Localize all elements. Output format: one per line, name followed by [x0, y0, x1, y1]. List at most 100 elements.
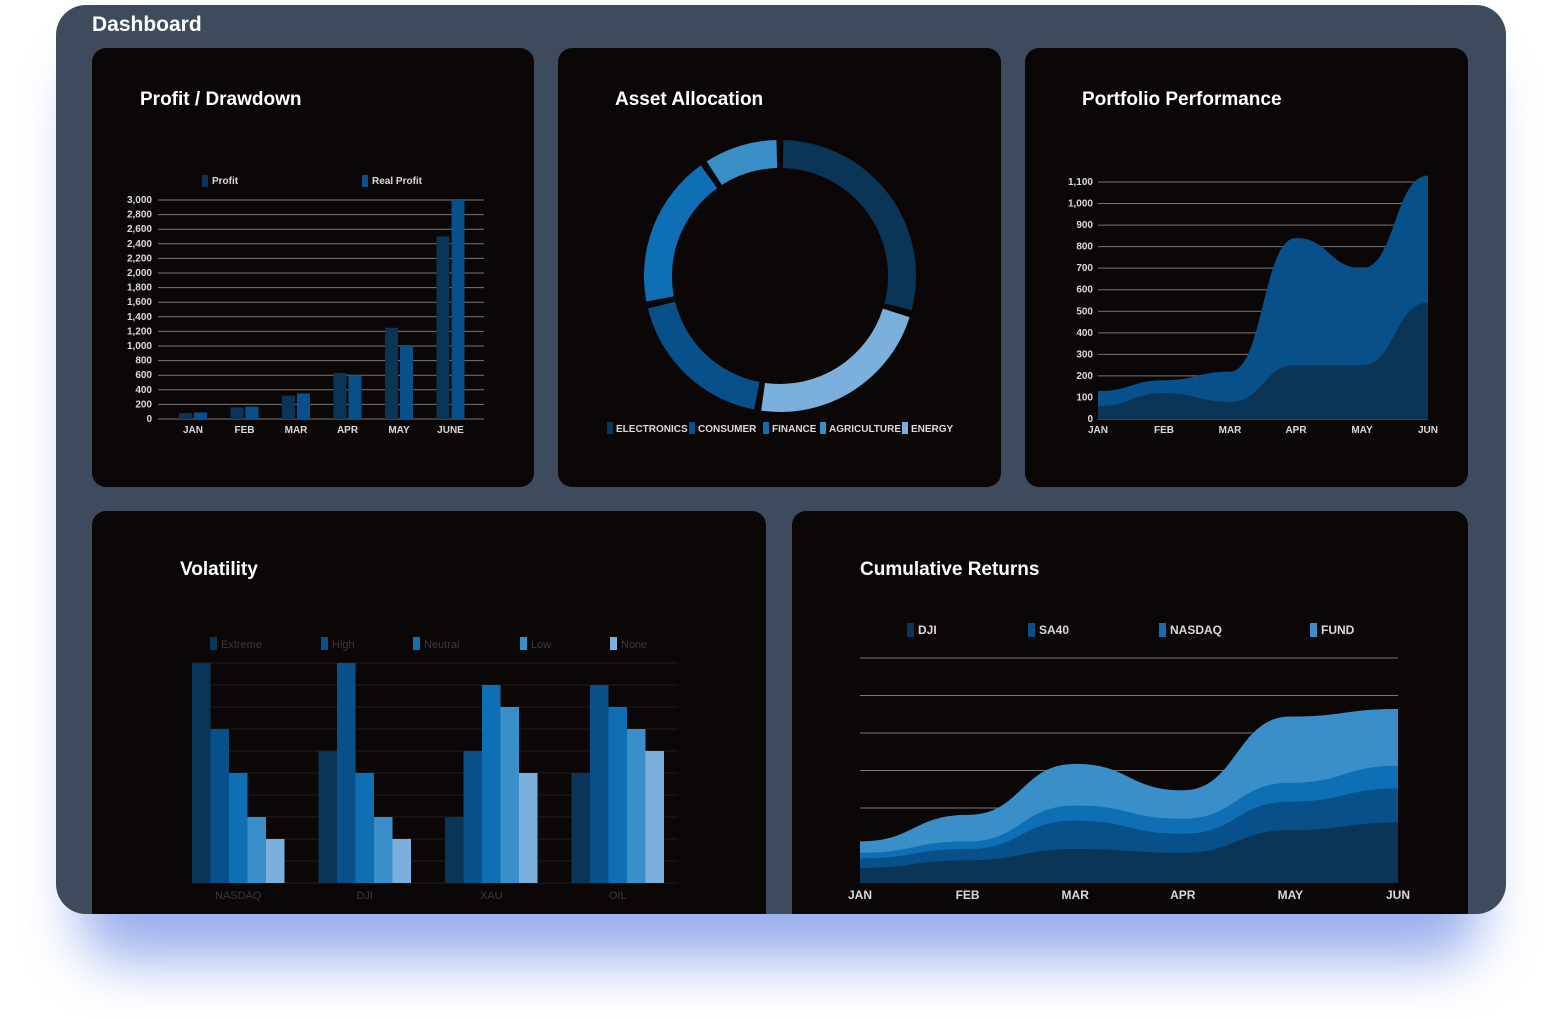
asset-allocation-panel: Asset Allocation ELECTRONICS CONSUMER FINA… [558, 48, 1001, 487]
bar-none [392, 839, 411, 883]
bar-low [247, 817, 266, 883]
donut-slice-finance [647, 301, 760, 410]
bar-none [645, 751, 664, 883]
legend-label: NASDAQ [1170, 623, 1222, 637]
area-series-0 [1098, 175, 1428, 419]
cumulative-returns-panel: Cumulative Returns JAN FEB MAR APR MAY JUN DJI… [792, 511, 1468, 914]
bar-profit [282, 395, 295, 419]
legend-label: Real Profit [372, 176, 423, 187]
bar-neutral [608, 707, 627, 883]
x-tick-label: APR [1285, 425, 1307, 436]
y-tick-label: 1,800 [127, 283, 152, 294]
donut-slice-consumer [761, 308, 910, 412]
y-tick-label: 800 [1076, 242, 1093, 253]
area-series-dji [860, 822, 1398, 883]
legend-swatch [763, 422, 769, 434]
legend-swatch [610, 637, 617, 650]
legend-swatch [321, 637, 328, 650]
x-tick-label: MAY [1351, 425, 1373, 436]
legend-label: FUND [1321, 623, 1355, 637]
y-tick-label: 300 [1076, 349, 1093, 360]
y-tick-label: 1,600 [127, 297, 152, 308]
y-tick-label: 2,800 [127, 210, 152, 221]
bar-high [590, 685, 609, 883]
legend-label: ENERGY [911, 424, 954, 435]
legend-swatch [1310, 623, 1317, 637]
y-tick-label: 0 [146, 414, 152, 425]
x-tick-label: MAY [388, 425, 410, 436]
bar-real-profit [348, 375, 362, 419]
portfolio-performance-panel: Portfolio Performance 0 100 200 300 400 500 60… [1025, 48, 1468, 487]
bar-neutral [482, 685, 501, 883]
y-tick-label: 100 [1076, 392, 1093, 403]
y-tick-label: 1,100 [1068, 177, 1093, 188]
bar-profit [230, 407, 244, 419]
legend-label: DJI [918, 623, 937, 637]
volatility-chart: NASDAQ DJI XAU OIL Extreme High Neutral Low None [192, 637, 678, 902]
y-tick-label: 3,000 [127, 195, 152, 206]
y-tick-label: 700 [1076, 263, 1093, 274]
bar-real-profit [400, 346, 413, 419]
profit-drawdown-chart: 0 200 400 600 800 1,000 1,200 1,400 1,600 1,800 2,… [127, 175, 484, 436]
legend-swatch [607, 422, 613, 434]
legend-swatch [520, 637, 527, 650]
panel-title-volatility: Volatility [180, 559, 258, 580]
profit-drawdown-panel: Profit / Drawdown 0 200 400 600 800 1,000 1,20… [92, 48, 534, 487]
y-tick-label: 600 [1076, 285, 1093, 296]
bar-extreme [318, 751, 337, 883]
x-tick-label: JAN [848, 888, 872, 902]
bar-real-profit [194, 412, 207, 419]
x-tick-label: JAN [183, 425, 203, 436]
x-tick-label: DJI [357, 890, 374, 902]
legend-label: ELECTRONICS [616, 424, 688, 435]
bar-extreme [571, 773, 590, 883]
bar-profit [436, 236, 450, 419]
x-tick-label: FEB [956, 888, 980, 902]
area-series-1 [1098, 302, 1428, 419]
bar-extreme [192, 663, 211, 883]
bar-profit [333, 373, 347, 419]
legend-label: Low [531, 639, 551, 651]
page-title: Dashboard [92, 13, 202, 36]
legend-label: CONSUMER [698, 424, 757, 435]
y-tick-label: 400 [1076, 328, 1093, 339]
x-tick-label: APR [337, 425, 359, 436]
legend-label: AGRICULTURE [829, 424, 901, 435]
legend-label: Neutral [424, 639, 459, 651]
legend-label: None [621, 639, 647, 651]
x-tick-label: FEB [1154, 425, 1174, 436]
bar-real-profit [245, 406, 259, 419]
bar-high [210, 729, 229, 883]
y-tick-label: 900 [1076, 220, 1093, 231]
y-tick-label: 500 [1076, 306, 1093, 317]
bar-real-profit [451, 200, 465, 419]
panel-title-profit: Profit / Drawdown [140, 89, 302, 110]
x-tick-label: JAN [1088, 425, 1108, 436]
legend-label: High [332, 639, 355, 651]
x-tick-label: JUNE [437, 425, 464, 436]
bar-profit [385, 327, 398, 419]
legend-swatch [362, 175, 368, 187]
y-tick-label: 1,200 [127, 326, 152, 337]
y-tick-label: 2,400 [127, 239, 152, 250]
x-tick-label: MAY [1278, 888, 1304, 902]
bar-neutral [355, 773, 374, 883]
bar-extreme [445, 817, 464, 883]
panel-title-cumulative: Cumulative Returns [860, 559, 1040, 580]
donut-slice-agriculture [644, 165, 718, 302]
legend-swatch [1159, 623, 1166, 637]
legend-swatch [907, 623, 914, 637]
y-tick-label: 800 [135, 356, 152, 367]
y-tick-label: 2,000 [127, 268, 152, 279]
bar-none [519, 773, 538, 883]
cumulative-returns-chart: JAN FEB MAR APR MAY JUN DJI SA40 NASDAQ FUND [848, 623, 1410, 902]
bar-low [374, 817, 393, 883]
bar-high [463, 751, 482, 883]
panel-title-performance: Portfolio Performance [1082, 89, 1282, 110]
legend-swatch [210, 637, 217, 650]
y-tick-label: 0 [1087, 414, 1093, 425]
legend-label: FINANCE [772, 424, 817, 435]
bar-low [500, 707, 519, 883]
y-tick-label: 200 [135, 399, 152, 410]
bar-real-profit [297, 393, 310, 419]
